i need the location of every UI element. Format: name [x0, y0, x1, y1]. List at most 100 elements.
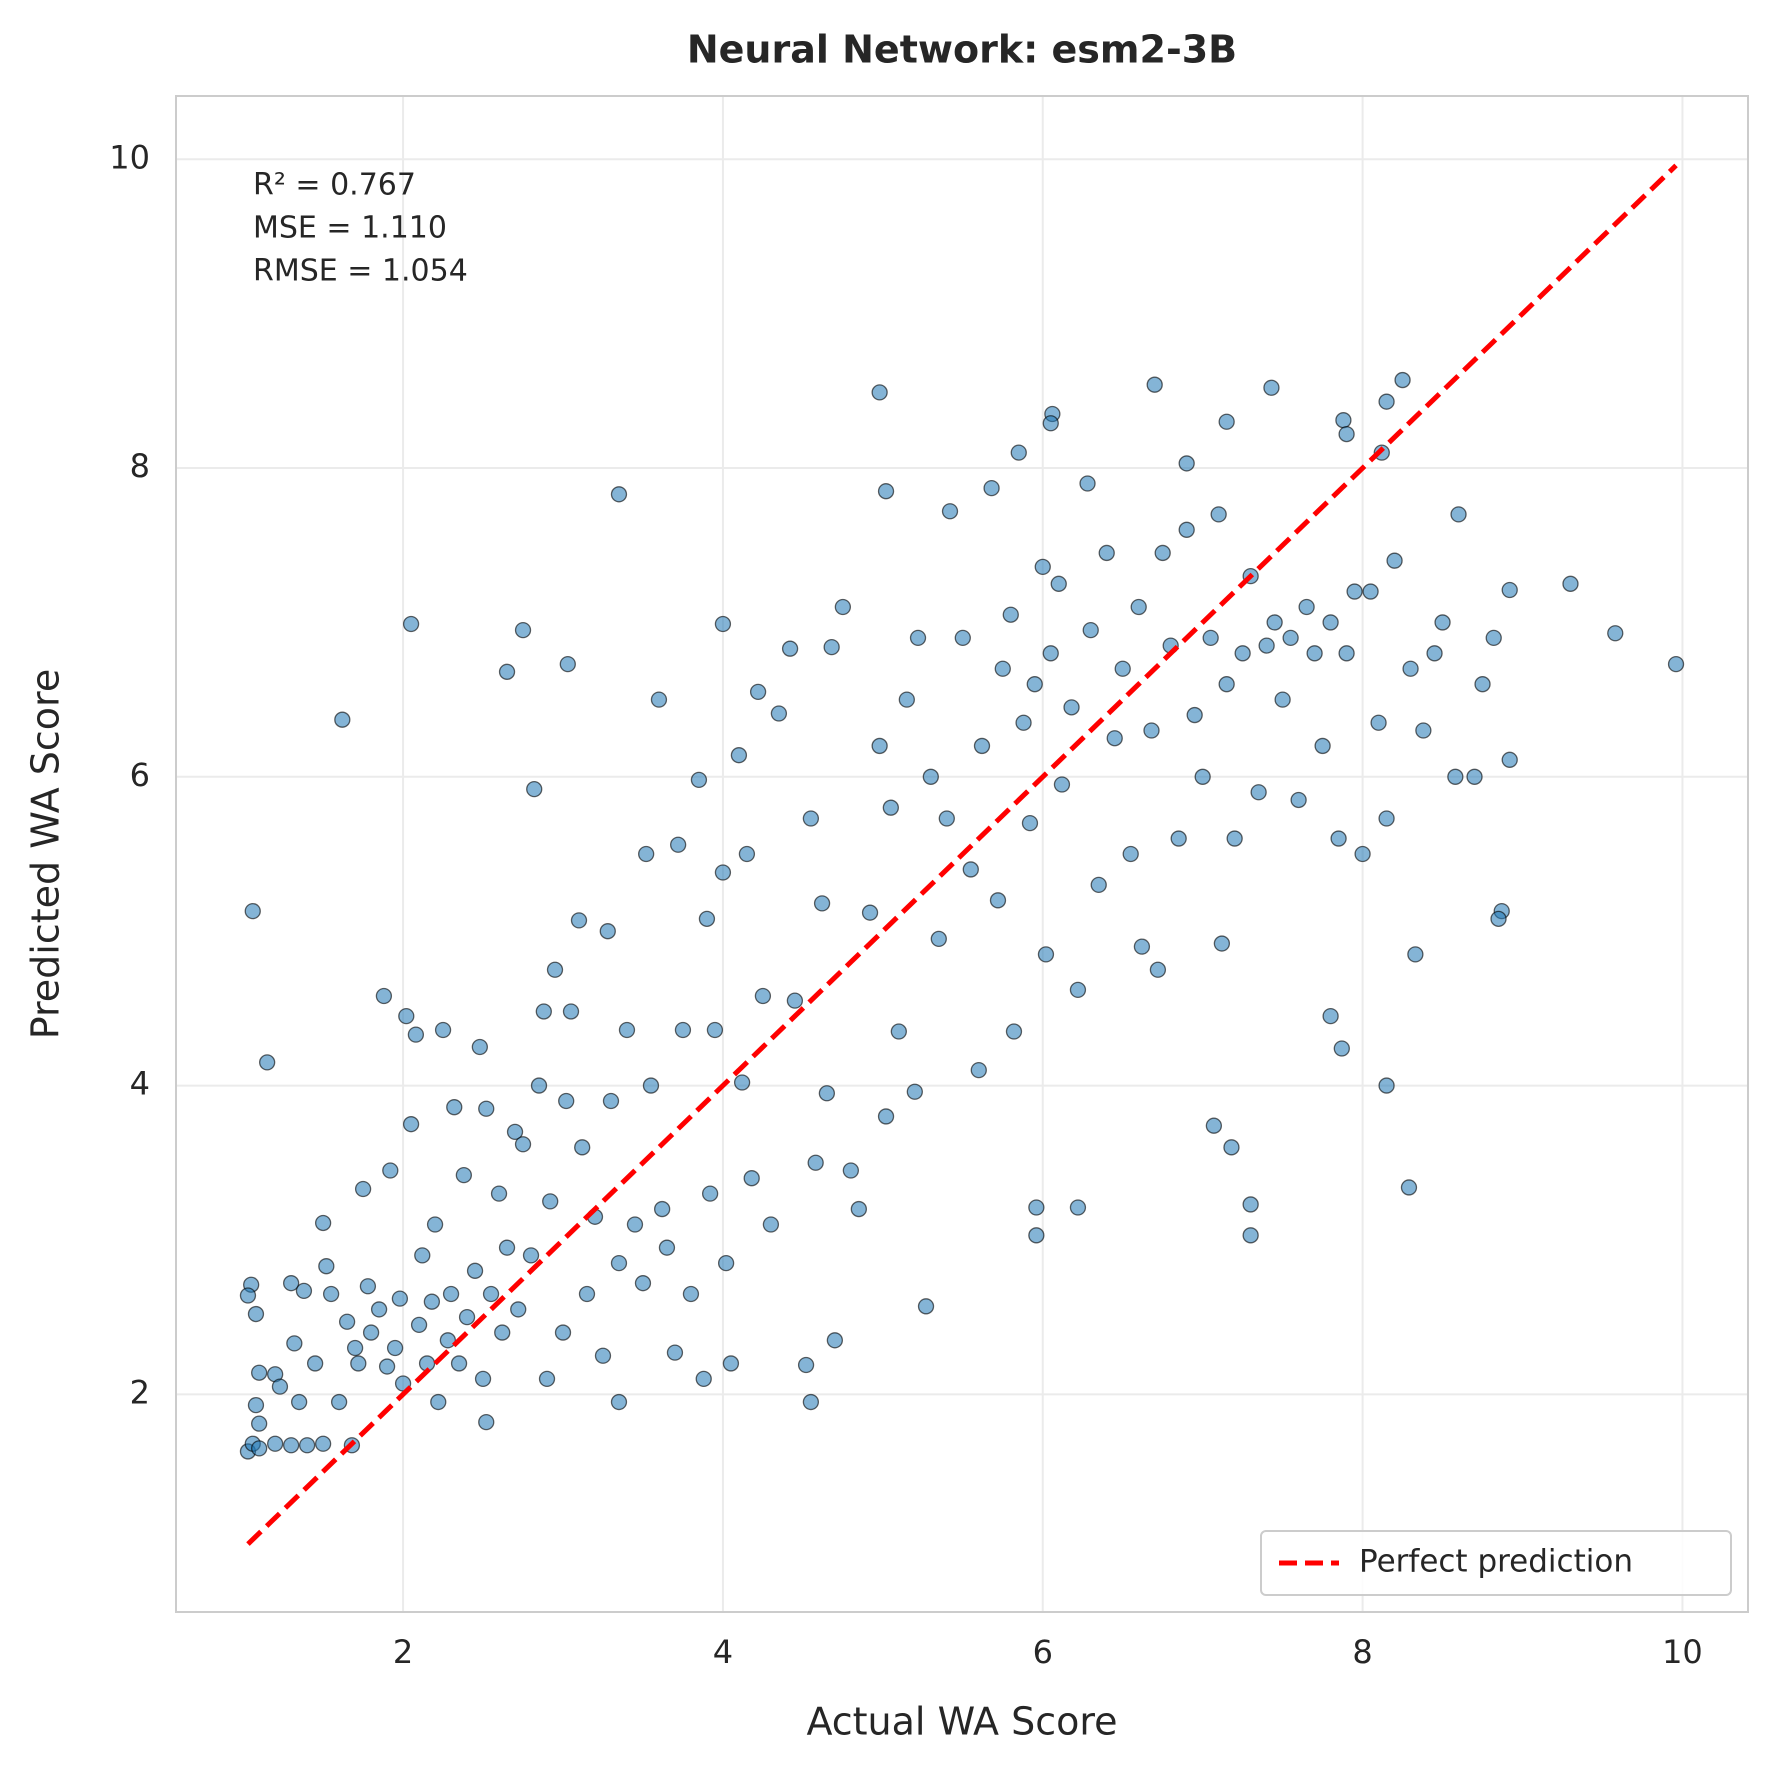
- point: [1447, 768, 1464, 785]
- point: [786, 992, 804, 1009]
- point: [244, 902, 261, 920]
- point: [350, 1355, 367, 1372]
- point: [922, 768, 939, 785]
- point: [1354, 845, 1371, 863]
- point: [282, 1275, 300, 1292]
- point: [1407, 946, 1424, 963]
- y-tick-label: 8: [130, 447, 150, 485]
- point: [802, 1393, 820, 1411]
- point: [743, 1170, 760, 1187]
- point: [1106, 730, 1123, 747]
- point: [1154, 544, 1171, 562]
- point: [526, 781, 543, 798]
- point: [730, 747, 748, 764]
- point: [559, 655, 576, 673]
- point: [1274, 691, 1291, 708]
- point: [570, 912, 588, 929]
- point: [610, 1254, 628, 1272]
- point: [514, 1136, 532, 1153]
- point: [1005, 1023, 1023, 1040]
- point: [558, 1092, 575, 1110]
- point: [842, 1162, 860, 1179]
- point: [266, 1435, 284, 1452]
- x-tick-label: 2: [393, 1633, 413, 1671]
- point: [1314, 737, 1331, 755]
- point: [578, 1285, 596, 1303]
- point: [1218, 676, 1235, 693]
- point: [701, 1185, 719, 1202]
- point: [1370, 714, 1387, 731]
- point: [983, 479, 1000, 497]
- point: [1607, 625, 1624, 642]
- point: [738, 845, 756, 863]
- point: [781, 640, 799, 657]
- point: [642, 1077, 660, 1094]
- point: [1186, 706, 1203, 724]
- point: [407, 1026, 425, 1043]
- point: [1213, 935, 1231, 952]
- plot-frame: [175, 95, 1749, 1613]
- point: [426, 1216, 444, 1233]
- point: [1400, 1179, 1418, 1196]
- chart-title: Neural Network: esm2-3B: [687, 28, 1237, 72]
- point: [414, 1247, 431, 1264]
- point: [970, 1061, 987, 1079]
- point: [1501, 751, 1518, 768]
- point: [359, 1278, 377, 1295]
- point: [1362, 583, 1379, 600]
- point: [807, 1154, 824, 1171]
- point: [1002, 606, 1019, 623]
- point: [658, 1239, 676, 1256]
- point: [439, 1332, 457, 1349]
- point: [989, 892, 1007, 909]
- point: [306, 1355, 324, 1372]
- point: [594, 1347, 612, 1364]
- point: [1242, 1196, 1259, 1213]
- point: [714, 615, 732, 633]
- reference-line: [246, 163, 1678, 1546]
- point: [442, 1285, 460, 1303]
- point: [1069, 1199, 1087, 1216]
- point: [682, 1285, 700, 1303]
- point: [455, 1166, 473, 1184]
- annotation: MSE = 1.110: [253, 211, 447, 246]
- point: [1335, 412, 1352, 429]
- point: [1378, 810, 1395, 827]
- point: [1149, 961, 1167, 978]
- point: [1333, 1040, 1350, 1057]
- point: [1250, 784, 1267, 801]
- point: [354, 1180, 372, 1198]
- point: [239, 1287, 257, 1304]
- point: [1426, 645, 1443, 662]
- point: [1338, 645, 1355, 662]
- point: [1114, 660, 1131, 677]
- point: [298, 1437, 316, 1454]
- point: [1474, 676, 1491, 693]
- point: [754, 987, 772, 1005]
- point: [542, 1193, 559, 1210]
- point: [1170, 830, 1187, 847]
- point: [1050, 575, 1067, 592]
- point: [1234, 645, 1251, 662]
- point: [346, 1339, 364, 1357]
- point: [749, 683, 767, 701]
- point: [1143, 722, 1160, 739]
- point: [535, 1003, 552, 1020]
- point: [434, 1021, 452, 1039]
- point: [610, 1393, 628, 1411]
- point: [850, 1200, 868, 1218]
- point: [1290, 791, 1307, 809]
- point: [818, 1085, 836, 1102]
- point: [1042, 645, 1059, 662]
- point: [259, 1054, 276, 1071]
- point: [546, 961, 564, 978]
- point: [695, 1370, 712, 1388]
- legend-box: [1260, 1530, 1732, 1596]
- point: [562, 1003, 580, 1020]
- point: [574, 1139, 591, 1156]
- point: [318, 1258, 335, 1275]
- point: [1028, 1199, 1045, 1216]
- point: [890, 1023, 907, 1040]
- point: [423, 1293, 441, 1310]
